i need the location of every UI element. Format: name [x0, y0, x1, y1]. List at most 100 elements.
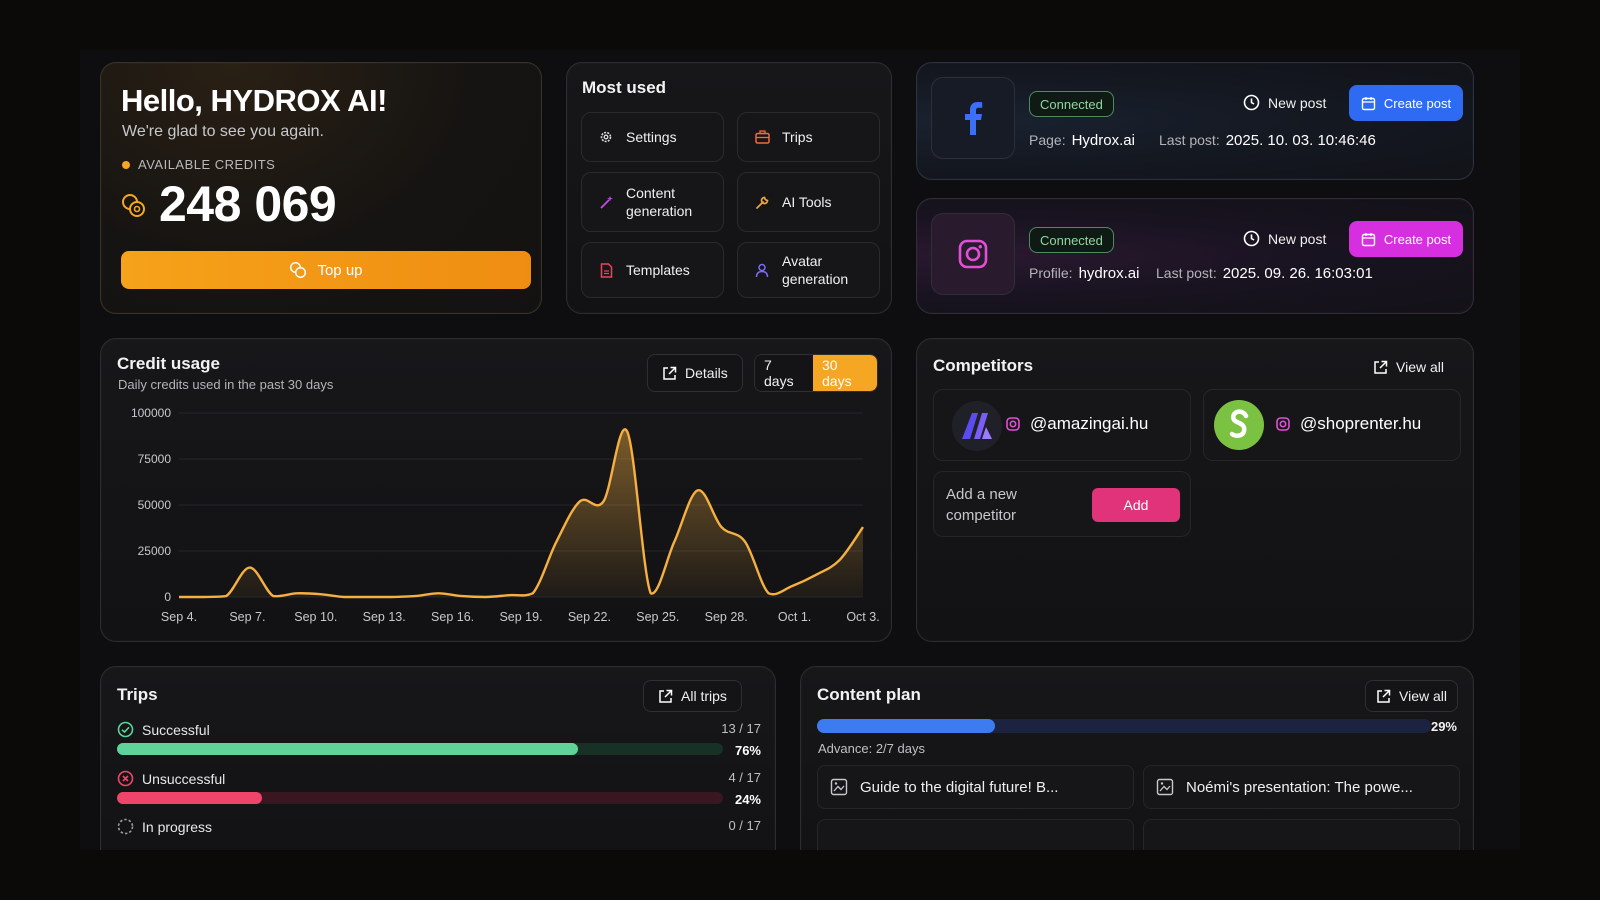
settings-button[interactable]: Settings	[581, 112, 724, 162]
facebook-card: Connected New post Create post Page: Hyd…	[916, 62, 1474, 180]
credits-value: 248 069	[159, 176, 337, 232]
all-trips-button[interactable]: All trips	[643, 680, 742, 712]
content-plan-item[interactable]: Noémi's presentation: The powe...	[1143, 765, 1460, 809]
content-plan-view-all-button[interactable]: View all	[1365, 680, 1458, 712]
greeting-card: Hello, HYDROX AI! We're glad to see you …	[100, 62, 542, 314]
instagram-icon	[1006, 417, 1020, 431]
dashboard-screen: Hello, HYDROX AI! We're glad to see you …	[80, 50, 1520, 850]
instagram-status-badge: Connected	[1029, 227, 1114, 253]
greeting-subtitle: We're glad to see you again.	[122, 123, 324, 140]
chart-y-tick-label: 100000	[131, 406, 171, 420]
instagram-new-post-button[interactable]: New post	[1243, 230, 1326, 247]
coins-icon	[121, 193, 147, 219]
content-plan-item[interactable]	[1143, 819, 1460, 850]
trips-unsuccessful-bar	[117, 792, 723, 804]
instagram-icon	[1276, 417, 1290, 431]
add-competitor-button[interactable]: Add	[1092, 488, 1180, 522]
credit-usage-title: Credit usage	[117, 354, 220, 373]
gear-icon	[598, 129, 614, 145]
range-30-days-button[interactable]: 30 days	[813, 355, 877, 391]
add-competitor-text: Add a new competitor	[946, 486, 1017, 524]
wrench-icon	[754, 194, 770, 210]
chart-x-tick-label: Oct 1.	[778, 610, 811, 624]
content-plan-percent: 29%	[1430, 719, 1457, 734]
instagram-logo	[931, 213, 1015, 295]
top-up-button[interactable]: Top up	[121, 251, 531, 289]
calendar-icon	[1361, 232, 1376, 247]
content-generation-button[interactable]: Content generation	[581, 172, 724, 232]
facebook-page-name: Hydrox.ai	[1071, 132, 1135, 149]
chart-y-tick-label: 0	[164, 590, 171, 604]
trips-successful-percent: 76%	[734, 743, 761, 758]
image-icon	[1156, 778, 1174, 796]
range-7-days-button[interactable]: 7 days	[755, 355, 813, 391]
external-link-icon	[1376, 689, 1391, 704]
chart-x-tick-label: Sep 7.	[229, 610, 265, 624]
x-circle-icon	[117, 770, 134, 787]
facebook-last-post-time: 2025. 10. 03. 10:46:46	[1225, 132, 1376, 149]
chart-area	[179, 429, 863, 597]
external-link-icon	[658, 689, 673, 704]
chart-y-tick-label: 25000	[138, 544, 172, 558]
content-plan-item[interactable]: Guide to the digital future! B...	[817, 765, 1134, 809]
trips-successful-bar	[117, 743, 723, 755]
instagram-icon	[958, 239, 988, 269]
trips-unsuccessful-count: 4 / 17	[728, 770, 761, 785]
competitor-handle: @amazingai.hu	[1006, 414, 1148, 434]
content-plan-card: Content plan View all 29% Advance: 2/7 d…	[800, 666, 1474, 850]
calendar-icon	[1361, 96, 1376, 111]
content-plan-advance: Advance: 2/7 days	[818, 741, 925, 756]
facebook-status-badge: Connected	[1029, 91, 1114, 117]
most-used-title: Most used	[582, 78, 667, 97]
shoprenter-logo-icon	[1214, 400, 1264, 450]
competitors-view-all-button[interactable]: View all	[1373, 359, 1444, 375]
suitcase-icon	[754, 129, 770, 145]
chart-x-tick-label: Sep 19.	[499, 610, 542, 624]
range-toggle: 7 days 30 days	[754, 354, 878, 392]
amazingai-logo-icon	[952, 401, 1002, 451]
chart-x-tick-label: Sep 13.	[363, 610, 406, 624]
trips-button[interactable]: Trips	[737, 112, 880, 162]
most-used-card: Most used Settings Trips Content generat…	[566, 62, 892, 314]
competitor-card-shoprenter[interactable]: @shoprenter.hu	[1203, 389, 1461, 461]
chart-series-line	[178, 428, 864, 599]
instagram-create-post-button[interactable]: Create post	[1349, 221, 1463, 257]
loading-circle-icon	[117, 818, 134, 835]
clock-icon	[1243, 94, 1260, 111]
check-circle-icon	[117, 721, 134, 738]
trips-in-progress-count: 0 / 17	[728, 818, 761, 833]
chart-y-tick-label: 50000	[138, 498, 172, 512]
instagram-last-post-info: Last post: 2025. 09. 26. 16:03:01	[1156, 265, 1373, 282]
facebook-icon	[965, 102, 983, 135]
credit-usage-chart: 100000 75000 50000 25000 0 Sep 4. Sep 7. Sep 10…	[131, 406, 880, 624]
trips-unsuccessful-bar-fill	[117, 792, 263, 804]
credit-usage-subtitle: Daily credits used in the past 30 days	[118, 377, 334, 392]
clock-icon	[1243, 230, 1260, 247]
status-dot-icon	[122, 160, 130, 169]
chart-y-tick-label: 75000	[138, 452, 172, 466]
avatar-generation-button[interactable]: Avatar generation	[737, 242, 880, 298]
instagram-profile-info: Profile: hydrox.ai	[1029, 265, 1140, 282]
details-button[interactable]: Details	[647, 354, 743, 392]
coins-icon	[289, 261, 307, 279]
facebook-create-post-button[interactable]: Create post	[1349, 85, 1463, 121]
trips-successful-count: 13 / 17	[721, 721, 761, 736]
content-plan-progress-bar	[817, 719, 1431, 733]
chart-x-tick-label: Sep 10.	[294, 610, 337, 624]
competitor-card-amazingai[interactable]: @amazingai.hu	[933, 389, 1191, 461]
competitor-handle: @shoprenter.hu	[1276, 414, 1421, 434]
ai-tools-button[interactable]: AI Tools	[737, 172, 880, 232]
instagram-card: Connected New post Create post Profile: …	[916, 198, 1474, 314]
facebook-new-post-button[interactable]: New post	[1243, 94, 1326, 111]
competitors-card: Competitors View all @amazingai.hu @shop…	[916, 338, 1474, 642]
chart-x-tick-label: Sep 16.	[431, 610, 474, 624]
chart-x-tick-label: Sep 28.	[705, 610, 748, 624]
content-plan-title: Content plan	[817, 685, 921, 704]
credit-usage-card: Credit usage Daily credits used in the p…	[100, 338, 892, 642]
chart-x-tick-label: Sep 22.	[568, 610, 611, 624]
external-link-icon	[1373, 360, 1388, 375]
templates-button[interactable]: Templates	[581, 242, 724, 298]
chart-x-tick-label: Sep 4.	[161, 610, 197, 624]
content-plan-item[interactable]	[817, 819, 1134, 850]
facebook-last-post-info: Last post: 2025. 10. 03. 10:46:46	[1159, 132, 1376, 149]
